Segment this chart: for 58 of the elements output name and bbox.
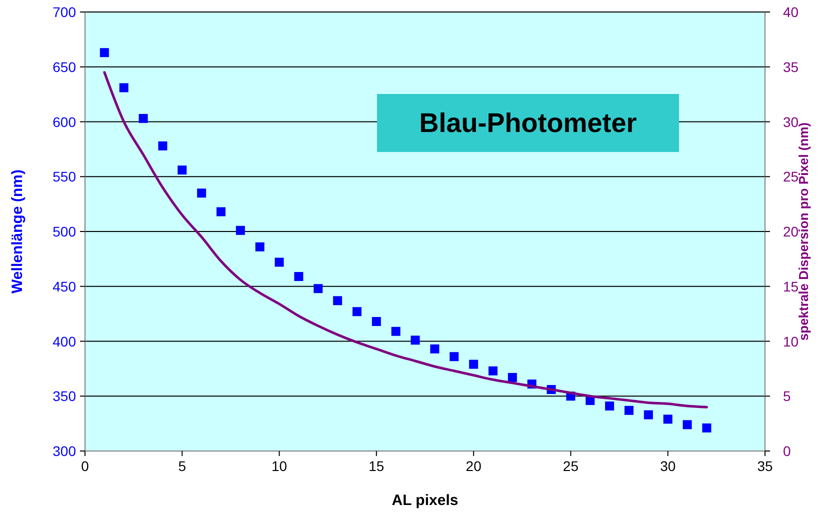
point [178, 166, 187, 175]
point [138, 114, 148, 123]
point [682, 420, 692, 430]
x-tick-label: 5 [178, 458, 186, 474]
y-tick-label: 350 [52, 388, 76, 404]
y-tick-label: 500 [52, 224, 76, 240]
point [119, 83, 128, 92]
y-axis-title: Wellenlänge (nm) [9, 170, 26, 294]
x-tick-label: 25 [562, 458, 579, 474]
y2-tick-label: 30 [783, 114, 799, 130]
point [372, 316, 381, 326]
point [255, 242, 264, 252]
point [702, 423, 712, 432]
line-series [103, 71, 708, 408]
y2-tick-label: 10 [783, 333, 799, 350]
point [216, 207, 226, 216]
point [294, 272, 304, 281]
x-tick-label: 15 [368, 458, 384, 474]
y-tick-label: 300 [52, 443, 76, 459]
point [314, 284, 323, 294]
x-tick-label: 20 [466, 458, 482, 474]
y-tick-label: 400 [52, 333, 76, 350]
point [624, 406, 634, 415]
y2-tick-label: 25 [783, 168, 799, 185]
y-tick-label: 450 [52, 278, 76, 294]
point [469, 360, 478, 369]
point [410, 336, 420, 345]
x-axis-title: AL pixels [392, 492, 458, 509]
y2-tick-label: 15 [783, 278, 799, 294]
point [100, 48, 109, 58]
y2-tick-label: 35 [783, 58, 799, 75]
y2-tick-label: 20 [783, 224, 799, 240]
y2-tick-label: 0 [783, 443, 791, 459]
point [430, 344, 440, 354]
y-tick-label: 650 [52, 58, 76, 75]
y2-tick-label: 5 [783, 388, 791, 404]
y-tick-label: 550 [52, 168, 76, 185]
x-tick-label: 35 [757, 458, 773, 474]
point [333, 296, 342, 306]
x-tick-label: 10 [271, 458, 288, 474]
point [488, 366, 498, 376]
y-tick-label: 600 [52, 114, 76, 130]
point [391, 326, 400, 336]
point [158, 141, 168, 150]
point [605, 402, 614, 411]
point [274, 258, 284, 267]
x-tick-label: 0 [81, 458, 90, 474]
point [450, 352, 459, 362]
x-tick-label: 30 [660, 458, 676, 474]
point [197, 188, 206, 198]
y-tick-label: 700 [52, 4, 76, 20]
point [508, 372, 517, 382]
text: Blau-Photometer [419, 108, 638, 138]
point [644, 410, 653, 420]
y2-tick-label: 40 [783, 4, 799, 20]
point [663, 414, 672, 424]
point [352, 307, 362, 316]
point [236, 226, 245, 235]
